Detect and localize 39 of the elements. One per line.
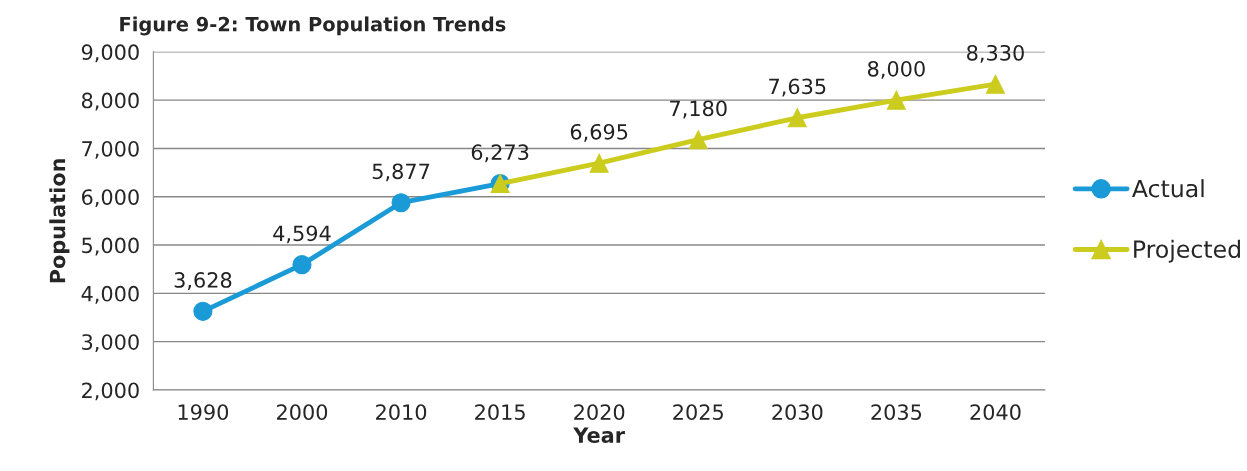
legend-label: Actual <box>1132 179 1204 198</box>
point <box>292 255 312 275</box>
chart-title: Figure 9-2: Town Population Trends <box>120 16 506 36</box>
data-label: 5,877 <box>372 163 430 182</box>
x-tick-label: 1990 <box>178 404 229 420</box>
x-tick-label: 2030 <box>772 404 823 420</box>
data-label: 7,635 <box>769 78 826 97</box>
point <box>787 108 807 128</box>
data-label: 6,695 <box>570 123 628 142</box>
x-tick-label: 2015 <box>475 404 525 420</box>
point <box>886 90 906 110</box>
y-tick-label: 9,000 <box>81 44 139 63</box>
y-tick-label: 7,000 <box>82 140 139 159</box>
y-tick-label: 8,000 <box>81 92 139 111</box>
data-label: 8,000 <box>867 60 925 79</box>
point <box>688 130 708 150</box>
data-label: 3,628 <box>174 272 232 290</box>
point <box>589 153 609 173</box>
x-tick-label: 2010 <box>376 404 427 420</box>
y-tick-label: 6,000 <box>82 189 139 208</box>
x-tick-label: 2025 <box>673 404 723 420</box>
y-tick-label: 4,000 <box>81 285 139 304</box>
y-tick-label: 3,000 <box>82 334 139 353</box>
point <box>985 74 1005 94</box>
y-tick-label: 5,000 <box>82 237 139 256</box>
x-tick-label: 2020 <box>574 404 625 420</box>
x-tick-label: 2040 <box>970 404 1021 420</box>
x-axis-title: Year <box>573 427 625 443</box>
legend-label: Projected <box>1134 239 1240 263</box>
data-label: 7,180 <box>670 100 727 119</box>
y-tick-label: 2,000 <box>82 382 139 401</box>
x-tick-label: 2000 <box>277 404 328 420</box>
data-label: 6,273 <box>471 144 529 163</box>
point <box>193 301 213 321</box>
x-tick-label: 2035 <box>871 404 922 420</box>
data-label: 4,594 <box>273 225 331 244</box>
y-axis-title: Population <box>49 159 70 283</box>
data-label: 8,330 <box>967 44 1024 63</box>
point <box>391 193 411 213</box>
